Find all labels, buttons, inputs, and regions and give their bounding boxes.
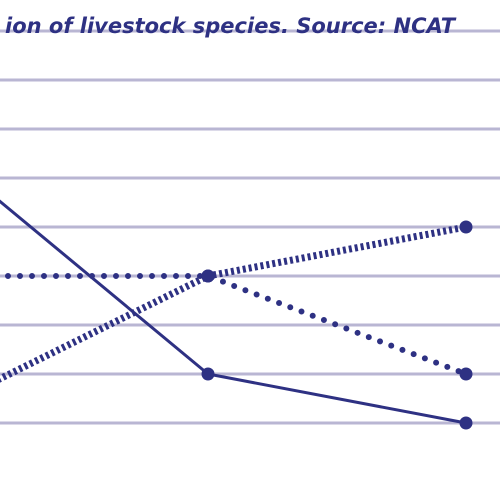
data-point-s1-1 <box>201 367 215 381</box>
data-point-s3-2 <box>459 220 473 234</box>
data-point-s2-2 <box>459 367 473 381</box>
data-point-s1-2 <box>459 416 473 430</box>
series-markers <box>201 220 473 430</box>
chart-title: ion of livestock species. Source: NCAT <box>5 14 457 38</box>
gridlines <box>0 29 500 425</box>
data-point-s3-1 <box>201 269 215 283</box>
series-line-2 <box>0 273 469 377</box>
